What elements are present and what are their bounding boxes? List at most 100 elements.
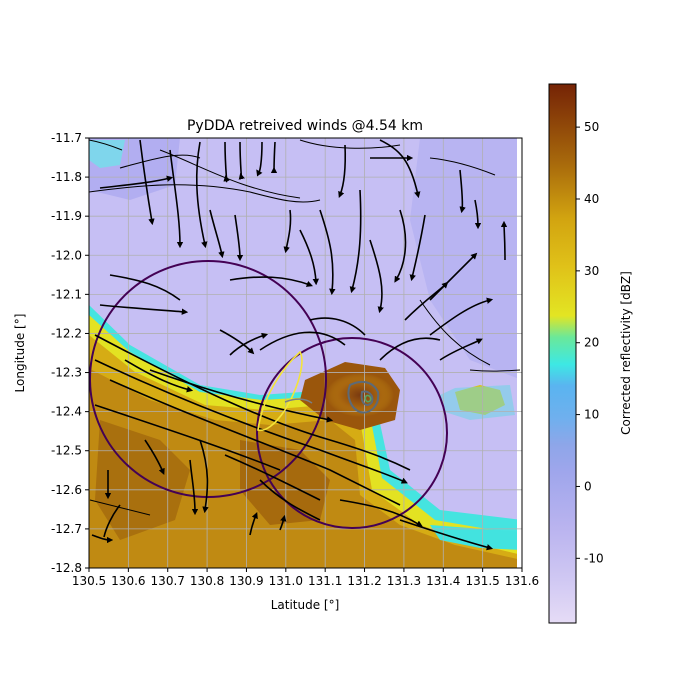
streamline xyxy=(349,189,362,294)
streamline xyxy=(234,214,244,262)
streamline xyxy=(195,141,208,249)
streamline xyxy=(309,317,366,336)
streamline xyxy=(469,369,521,372)
y-tick-label: -12.3 xyxy=(51,366,82,380)
contour-yellow xyxy=(257,350,303,432)
streamline xyxy=(119,154,201,169)
streamline xyxy=(270,141,278,174)
field-right-white-margin xyxy=(517,138,522,568)
contour-gray-2 xyxy=(360,390,374,406)
streamline xyxy=(94,359,408,484)
colorbar-tick-label: 0 xyxy=(584,479,592,493)
y-tick-label: -12.7 xyxy=(51,522,82,536)
colorbar-tick-label: 20 xyxy=(584,336,599,350)
x-tick-label: 130.5 xyxy=(72,574,106,588)
streamline xyxy=(144,439,165,475)
y-tick-label: -11.7 xyxy=(51,131,82,145)
x-tick-label: 131.3 xyxy=(387,574,421,588)
field-blue-edge xyxy=(89,140,125,168)
streamline xyxy=(319,209,336,296)
streamline xyxy=(419,299,491,366)
y-tick-label: -12.6 xyxy=(51,483,82,497)
colorbar-tick-label: 30 xyxy=(584,264,599,278)
field-core-dark xyxy=(326,373,394,417)
streamlines xyxy=(89,139,521,551)
contour-green xyxy=(364,394,372,403)
streamline xyxy=(399,519,494,551)
x-axis-label: Latitude [°] xyxy=(271,598,340,612)
streamline xyxy=(429,157,496,176)
streamline xyxy=(409,214,426,282)
streamline xyxy=(394,209,407,283)
streamline xyxy=(259,479,321,521)
streamline xyxy=(139,139,155,226)
streamline xyxy=(199,439,209,514)
streamline xyxy=(439,338,483,361)
y-tick-label: -12.8 xyxy=(51,561,82,575)
chart-title: PyDDA retreived winds @4.54 km xyxy=(187,118,423,134)
x-tick-label: 131.2 xyxy=(347,574,381,588)
colorbar-tick-label: -10 xyxy=(584,551,604,565)
streamline xyxy=(379,337,441,361)
field-right-lavender xyxy=(410,138,522,380)
x-axis-ticks: 130.5 130.6 130.7 130.8 130.9 131.0 131.1 131.2… xyxy=(72,568,539,588)
colorbar-tick-label: 10 xyxy=(584,408,599,422)
streamline xyxy=(249,512,258,536)
streamline xyxy=(339,499,423,527)
streamline xyxy=(474,199,482,230)
streamline xyxy=(89,139,123,151)
x-tick-label: 130.9 xyxy=(229,574,263,588)
y-tick-label: -12.2 xyxy=(51,326,82,340)
streamline xyxy=(89,184,321,203)
x-tick-label: 131.4 xyxy=(426,574,460,588)
streamline xyxy=(500,220,508,261)
streamline xyxy=(94,334,411,471)
reflectivity-field xyxy=(89,138,522,568)
streamline xyxy=(91,534,114,544)
streamline xyxy=(429,252,478,301)
streamline xyxy=(109,379,401,506)
streamline xyxy=(429,297,494,336)
colorbar-ticks: -10 0 10 20 30 40 50 xyxy=(576,120,604,565)
streamline xyxy=(238,141,245,180)
streamline xyxy=(89,499,151,516)
streamline xyxy=(223,141,230,183)
range-ring-east xyxy=(256,337,448,529)
contour-gray-3 xyxy=(284,398,313,404)
y-tick-label: -11.9 xyxy=(51,209,82,223)
y-tick-label: -12.4 xyxy=(51,405,82,419)
y-tick-label: -12.1 xyxy=(51,287,82,301)
y-tick-label: -12.5 xyxy=(51,444,82,458)
streamline xyxy=(404,281,449,321)
x-tick-label: 131.5 xyxy=(465,574,499,588)
range-rings xyxy=(89,260,448,529)
streamline xyxy=(124,359,194,393)
streamline xyxy=(283,209,292,254)
streamline xyxy=(259,331,346,351)
y-axis-label: Longitude [°] xyxy=(13,314,27,393)
y-tick-label: -12.0 xyxy=(51,248,82,262)
streamline xyxy=(279,514,287,531)
streamline xyxy=(149,369,334,423)
streamline xyxy=(229,276,314,287)
field-brown-left xyxy=(95,420,190,540)
field-lower-right-cyan xyxy=(430,525,522,550)
streamline xyxy=(209,209,225,259)
colorbar-gradient xyxy=(548,83,577,624)
x-tick-label: 131.1 xyxy=(308,574,342,588)
streamline xyxy=(99,175,174,189)
plot-frame xyxy=(88,137,523,569)
contour-gray xyxy=(347,380,380,414)
x-tick-label: 130.8 xyxy=(190,574,224,588)
updraft-contours xyxy=(257,350,380,432)
colorbar-tick-label: 50 xyxy=(584,120,599,134)
colorbar-tick-label: 40 xyxy=(584,192,599,206)
range-ring-west xyxy=(89,260,327,498)
streamline xyxy=(109,274,181,301)
streamline xyxy=(169,149,184,249)
streamline xyxy=(94,404,281,471)
x-tick-label: 131.6 xyxy=(505,574,539,588)
streamline xyxy=(299,139,401,149)
streamline xyxy=(256,141,263,177)
